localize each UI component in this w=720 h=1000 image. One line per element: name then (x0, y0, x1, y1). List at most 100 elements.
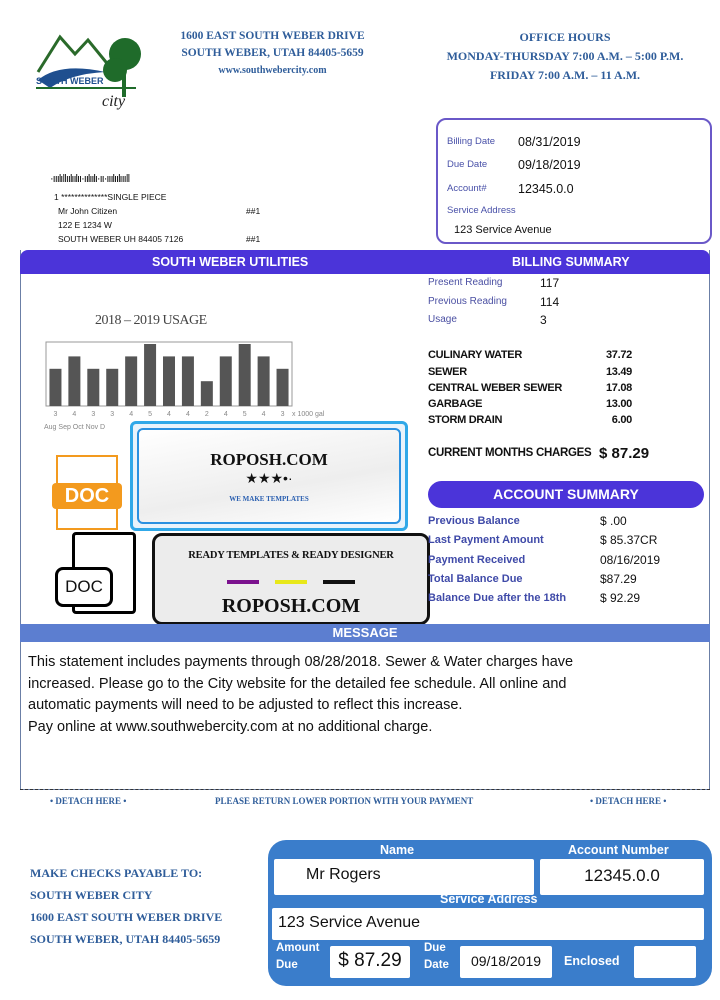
stub-enclosed-field[interactable] (634, 946, 696, 978)
bar-value-label: 4 (129, 411, 133, 418)
billing-summary-heading: BILLING SUMMARY (512, 255, 630, 269)
watermark-ready-text: READY TEMPLATES & READY DESIGNER (188, 550, 394, 561)
watermark-banner: READY TEMPLATES & READY DESIGNER ROPOSH.… (152, 533, 430, 625)
stub-due-field[interactable]: 09/18/2019 (460, 946, 552, 978)
doc-file-icon-orange: DOC (52, 455, 122, 530)
recipient-city: SOUTH WEBER UH 84405 7126 (58, 234, 184, 244)
usage-bar (125, 356, 138, 406)
service-address: 123 Service Avenue (454, 224, 552, 236)
bar-value-label: 5 (243, 411, 247, 418)
account-summary-label: Previous Balance (428, 515, 520, 527)
account-summary-value: $87.29 (600, 572, 637, 586)
usage-bar (219, 356, 232, 406)
bar-value-label: 4 (262, 411, 266, 418)
usage-bar (257, 356, 270, 406)
color-bars (155, 571, 427, 589)
reading-value: 114 (540, 295, 560, 309)
label-line: Due (424, 942, 446, 954)
stub-due-label: Due Date (424, 940, 449, 974)
watermark-site: ROPOSH.COM (210, 450, 328, 469)
payable-line: 1600 EAST SOUTH WEBER DRIVE (30, 910, 223, 924)
payable-line: SOUTH WEBER, UTAH 84405-5659 (30, 932, 221, 946)
recipient-name: Mr John Citizen (58, 206, 118, 216)
doc-label: DOC (55, 567, 113, 607)
postal-barcode: ·ııılı‖ıılıılıı·ıılıılı·ıı·ııılıılııı‖ (50, 173, 130, 185)
office-hours: OFFICE HOURS MONDAY-THURSDAY 7:00 A.M. –… (430, 28, 700, 85)
bar-value-label: 2 (205, 411, 209, 418)
stub-account-field[interactable]: 12345.0.0 (540, 859, 704, 895)
hours-title: OFFICE HOURS (519, 30, 611, 44)
reading-label: Usage (428, 314, 457, 325)
stub-service-field[interactable]: 123 Service Avenue (272, 908, 704, 940)
charge-label: GARBAGE (428, 398, 483, 410)
stub-enclosed-label: Enclosed (564, 954, 620, 968)
payable-to: MAKE CHECKS PAYABLE TO: SOUTH WEBER CITY… (30, 862, 222, 950)
stub-name-field[interactable]: Mr Rogers (274, 859, 534, 895)
usage-chart-title: 2018 – 2019 USAGE (95, 313, 207, 328)
due-date: 09/18/2019 (518, 158, 581, 172)
address-line1: 1600 EAST SOUTH WEBER DRIVE (180, 30, 365, 42)
reading-label: Present Reading (428, 277, 503, 288)
bar-value-label: 4 (72, 411, 76, 418)
usage-chart: 3 4 3 3 4 5 4 4 2 4 5 4 3 x 1000 gal Aug Sep Oct Nov D (44, 341, 325, 431)
usage-bar (144, 344, 157, 406)
website-link[interactable]: www.southwebercity.com (218, 65, 327, 76)
detach-right: • DETACH HERE • (590, 796, 667, 806)
message-line: automatic payments will need to be adjus… (28, 697, 463, 713)
stars-icon: ★★★•· (245, 470, 293, 486)
charge-value: 13.00 (605, 398, 632, 410)
account-summary-value: $ .00 (600, 514, 627, 528)
due-date-label: Due Date (447, 159, 488, 170)
bar-value-label: 4 (167, 411, 171, 418)
bar-value-label: 3 (91, 411, 95, 418)
account-summary-label: Total Balance Due (428, 573, 523, 585)
billing-date-label: Billing Date (447, 136, 496, 147)
stub-service-label: Service Address (440, 892, 538, 906)
account-number: 12345.0.0 (518, 182, 574, 196)
message-heading: MESSAGE (20, 624, 710, 642)
label-line: Amount (276, 942, 320, 954)
reading-label: Previous Reading (428, 296, 507, 307)
charge-value: 17.08 (605, 382, 632, 394)
utilities-heading: SOUTH WEBER UTILITIES (152, 255, 309, 269)
message-body: This statement includes payments through… (28, 652, 698, 738)
current-charges-label: CURRENT MONTHS CHARGES (428, 447, 592, 459)
svg-text:city: city (102, 93, 126, 110)
bar-value-label: 5 (148, 411, 152, 418)
stub-name-label: Name (380, 843, 415, 857)
service-address-label: Service Address (447, 205, 516, 216)
account-summary-heading: ACCOUNT SUMMARY (428, 481, 704, 508)
watermark-card: ROPOSH.COM ★★★•· WE MAKE TEMPLATES (130, 421, 408, 531)
message-line: Pay online at www.southwebercity.com at … (28, 718, 433, 735)
section-header-band: SOUTH WEBER UTILITIES BILLING SUMMARY (20, 250, 710, 274)
charge-value: 6.00 (611, 414, 633, 426)
bar-value-label: 3 (281, 411, 285, 418)
account-summary-value: $ 92.29 (600, 591, 641, 605)
account-label: Account# (447, 183, 487, 194)
bar-value-label: 3 (54, 411, 58, 418)
watermark-tagline: WE MAKE TEMPLATES (229, 495, 309, 503)
message-line: This statement includes payments through… (28, 654, 574, 670)
bar-value-label: 4 (224, 411, 228, 418)
payable-line: MAKE CHECKS PAYABLE TO: (30, 866, 203, 880)
account-summary-label: Balance Due after the 18th (428, 592, 567, 604)
usage-bar (87, 368, 100, 406)
account-summary-label: Payment Received (428, 554, 526, 566)
hours-line2: FRIDAY 7:00 A.M. – 11 A.M. (489, 68, 641, 82)
message-line: increased. Please go to the City website… (28, 675, 567, 692)
usage-bar (200, 381, 213, 406)
stub-amount-field[interactable]: $ 87.29 (330, 946, 410, 978)
city-logo: SOUTH WEBER city (30, 22, 148, 112)
doc-label: DOC (52, 483, 122, 509)
detach-instructions: PLEASE RETURN LOWER PORTION WITH YOUR PA… (215, 796, 474, 806)
charge-label: CENTRAL WEBER SEWER (428, 382, 563, 394)
usage-bar (68, 356, 81, 406)
doc-file-icon-black: DOC (55, 532, 136, 614)
charge-label: STORM DRAIN (428, 414, 503, 426)
billing-info-box: Billing Date 08/31/2019 Due Date 09/18/2… (436, 118, 712, 244)
mail-line1: 1 **************SINGLE PIECE (54, 192, 167, 202)
usage-bar (49, 368, 62, 406)
label-line: Date (424, 959, 449, 971)
recipient-street: 122 E 1234 W (58, 220, 112, 230)
billing-date: 08/31/2019 (518, 135, 581, 149)
